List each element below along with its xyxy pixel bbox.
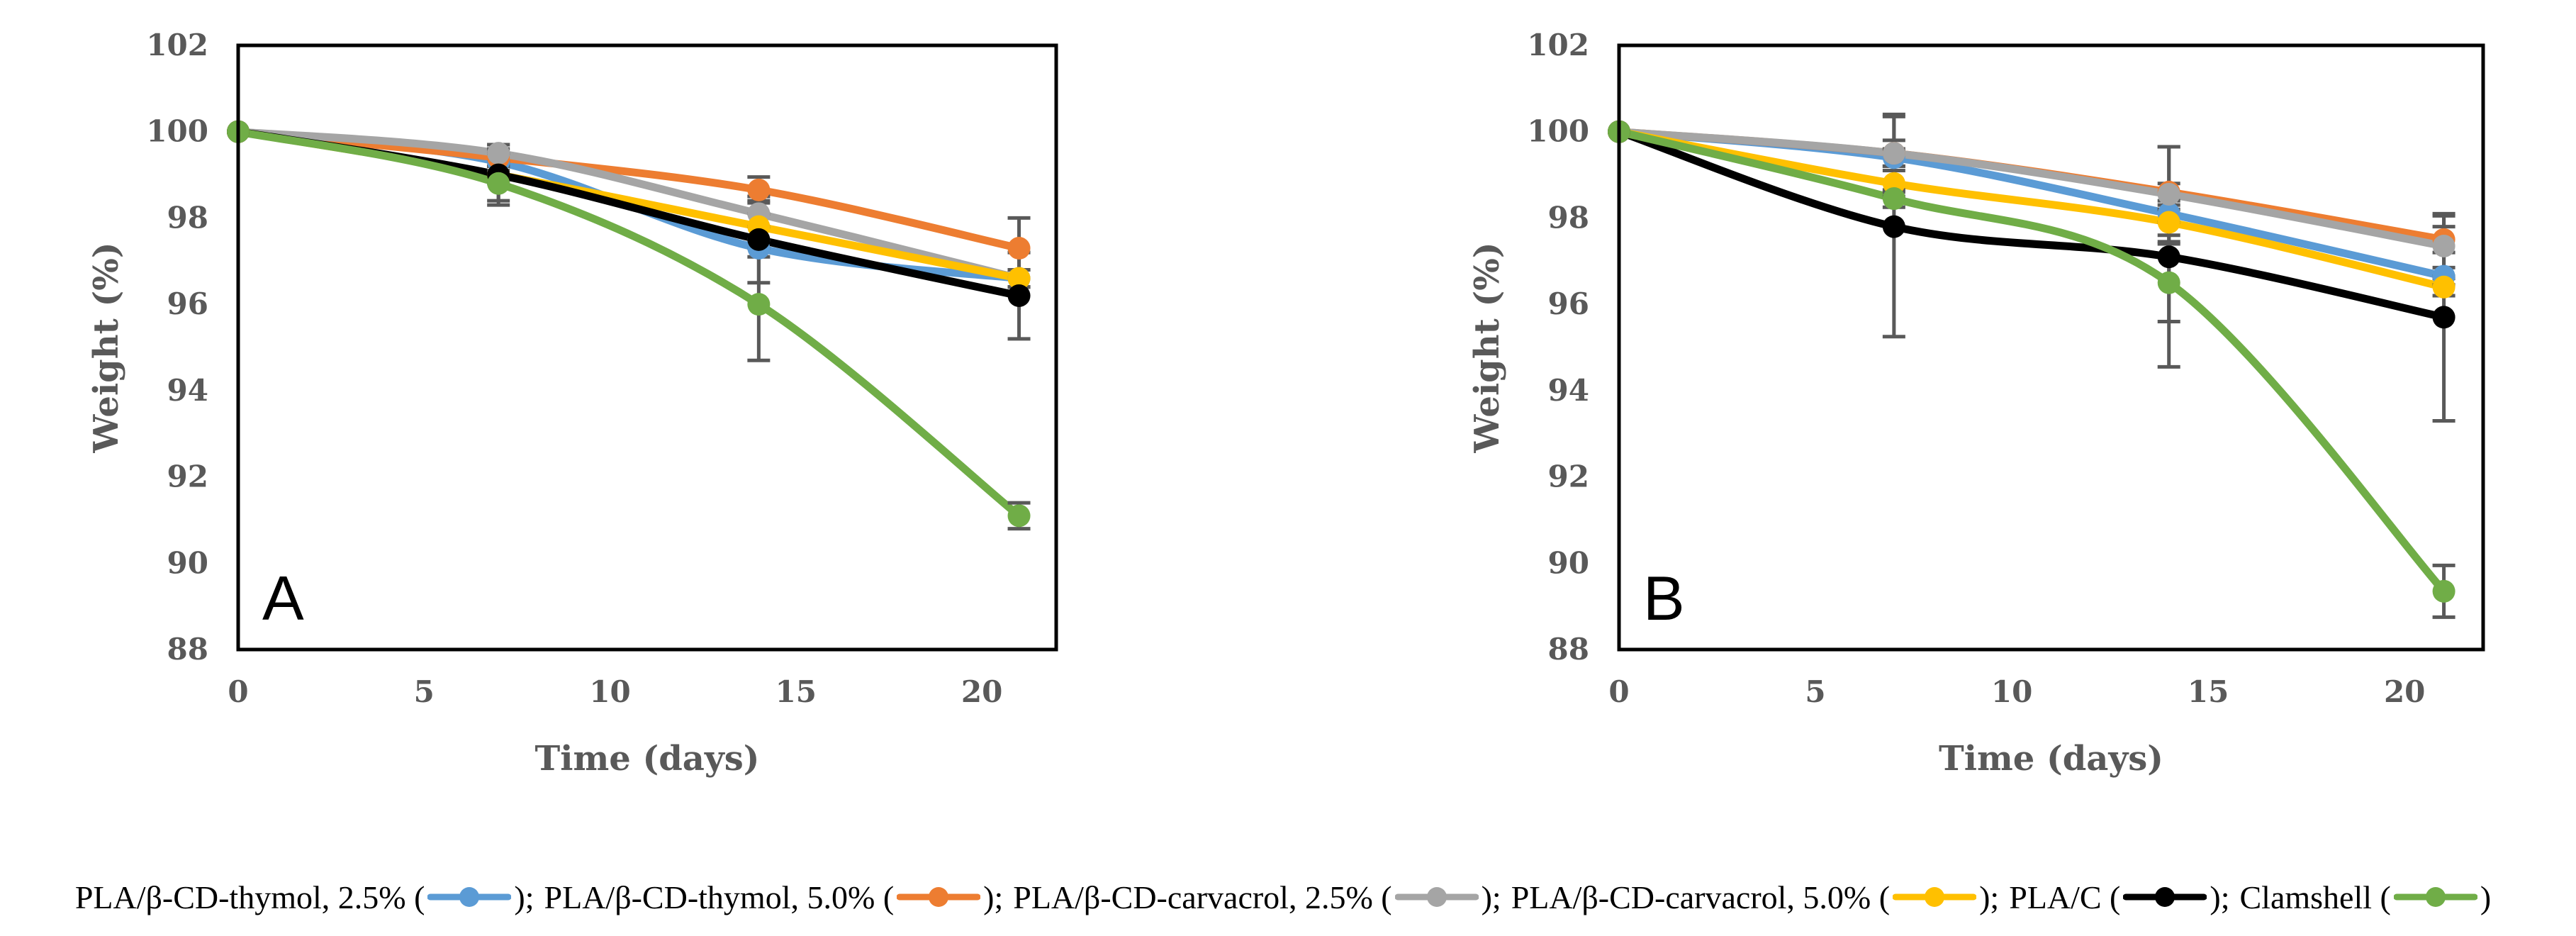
y-tick-label: 92	[167, 459, 208, 494]
y-axis-title: Weight (%)	[86, 242, 126, 453]
legend-item: PLA/β-CD-thymol, 2.5% ();	[75, 879, 544, 916]
x-tick-label: 10	[1991, 674, 2032, 709]
plot-frame	[1617, 43, 2485, 652]
y-tick-label: 94	[167, 373, 208, 408]
data-point	[1007, 504, 1031, 528]
y-tick-label: 100	[1527, 114, 1589, 149]
y-tick-label: 102	[1527, 28, 1589, 62]
x-tick-label: 15	[775, 674, 817, 709]
chart-panel-b: 88 90 92 94 96 98 100 102 0 5 10 15 20 Time (days) Wei…	[1467, 28, 2485, 779]
data-point	[2157, 271, 2180, 294]
data-point	[747, 293, 771, 316]
legend-label: PLA/β-CD-thymol, 5.0% (	[544, 879, 895, 915]
y-tick-label: 94	[1548, 373, 1589, 408]
data-point	[747, 228, 771, 251]
legend-label: Clamshell (	[2239, 879, 2391, 915]
y-tick-label: 88	[1548, 632, 1589, 667]
series-line	[234, 128, 1024, 283]
legend-separator: );	[983, 879, 1004, 915]
series-line	[234, 128, 1024, 520]
series-line	[1615, 128, 2448, 596]
y-tick-label: 96	[167, 286, 208, 321]
data-point	[1007, 267, 1031, 290]
data-point	[2157, 211, 2180, 234]
x-tick-label: 5	[414, 674, 435, 709]
y-tick-label: 96	[1548, 286, 1589, 321]
legend: PLA/β-CD-thymol, 2.5% (); PLA/β-CD-thymo…	[0, 858, 2576, 936]
legend-swatch	[1893, 887, 1977, 907]
y-tick-label: 100	[146, 114, 208, 149]
legend-separator: );	[2210, 879, 2230, 915]
y-tick-label: 90	[1548, 545, 1589, 580]
legend-separator: );	[1481, 879, 1501, 915]
legend-label: PLA/β-CD-carvacrol, 2.5% (	[1013, 879, 1392, 915]
data-point	[2432, 579, 2455, 603]
data-point	[1007, 237, 1031, 260]
data-point	[2432, 306, 2455, 329]
x-tick-label: 0	[228, 674, 248, 709]
x-tick-label: 5	[1805, 674, 1825, 709]
legend-separator: )	[2480, 879, 2492, 915]
legend-separator: );	[1979, 879, 2000, 915]
x-tick-label: 20	[2384, 674, 2425, 709]
y-tick-label: 88	[167, 632, 208, 667]
y-tick-label: 90	[167, 545, 208, 580]
data-point	[2432, 234, 2455, 257]
data-point	[747, 178, 771, 201]
panel-label: A	[262, 563, 304, 633]
data-point	[2157, 182, 2180, 206]
chart-panel-a: 88 90 92 94 96 98 100 102 0 5 10 15 20 Time (days) Wei…	[86, 28, 1058, 779]
series-line	[1615, 128, 2448, 250]
x-tick-label: 20	[961, 674, 1002, 709]
x-tick-label: 10	[589, 674, 630, 709]
legend-swatch	[2393, 887, 2477, 907]
y-tick-label: 92	[1548, 459, 1589, 494]
legend-label: PLA/β-CD-thymol, 2.5% (	[74, 879, 425, 915]
legend-swatch	[1394, 887, 1479, 907]
series-line	[1615, 128, 2448, 321]
series-line	[1615, 128, 2448, 291]
legend-item: PLA/β-CD-carvacrol, 2.5% ();	[1013, 879, 1511, 916]
legend-item: PLA/C ();	[2009, 879, 2239, 916]
panel-label: B	[1643, 563, 1685, 633]
data-point	[1882, 187, 1905, 211]
legend-swatch	[2123, 887, 2207, 907]
x-axis-title: Time (days)	[535, 739, 760, 779]
legend-separator: );	[514, 879, 534, 915]
legend-label: PLA/β-CD-carvacrol, 5.0% (	[1511, 879, 1891, 915]
legend-label: PLA/C (	[2009, 879, 2121, 915]
data-point	[2157, 245, 2180, 269]
y-tick-label: 98	[167, 200, 208, 235]
legend-item: PLA/β-CD-carvacrol, 5.0% ();	[1511, 879, 2009, 916]
plot-frame	[236, 43, 1058, 652]
legend-swatch	[897, 887, 981, 907]
x-tick-label: 15	[2188, 674, 2229, 709]
data-point	[487, 142, 510, 165]
legend-item: PLA/β-CD-thymol, 5.0% ();	[544, 879, 1014, 916]
legend-item: Clamshell ()	[2239, 879, 2501, 916]
x-tick-label: 0	[1608, 674, 1629, 709]
series-line	[234, 128, 1024, 300]
legend-swatch	[427, 887, 512, 907]
y-tick-label: 102	[146, 28, 208, 62]
y-tick-label: 98	[1548, 200, 1589, 235]
data-point	[2432, 275, 2455, 299]
data-point	[1007, 284, 1031, 307]
y-axis-title: Weight (%)	[1467, 242, 1507, 453]
data-point	[1882, 142, 1905, 165]
x-axis-title: Time (days)	[1939, 739, 2163, 779]
data-point	[1882, 215, 1905, 238]
data-point	[487, 172, 510, 195]
